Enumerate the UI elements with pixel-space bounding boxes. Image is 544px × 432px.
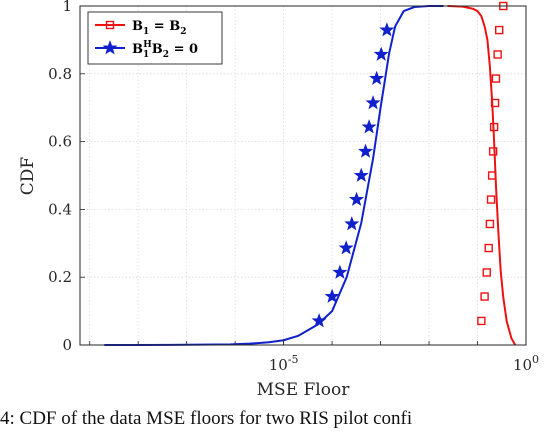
x-tick-label: 100	[513, 353, 539, 374]
data-point-square	[489, 122, 499, 132]
series-b1-equals-b2	[447, 1, 517, 346]
data-point-square	[477, 316, 486, 326]
axes: 0 0.2 0.4 0.6 0.8 1 10-5 100	[48, 0, 539, 374]
y-tick-label: 0.4	[48, 200, 72, 218]
data-point-star	[379, 22, 395, 37]
data-point-star	[373, 46, 389, 61]
legend: B1 = B2 B1HB2 = 0	[87, 11, 223, 65]
x-tick-label: 10-5	[269, 353, 299, 374]
data-point-square	[488, 147, 498, 156]
y-tick-label: 1	[62, 0, 72, 15]
y-tick-label: 0	[62, 336, 72, 354]
data-point-star	[324, 288, 340, 303]
data-point-star	[369, 70, 385, 85]
y-axis-label: CDF	[18, 157, 38, 196]
data-point-square	[482, 268, 491, 277]
data-point-square	[487, 171, 497, 180]
y-tick-label: 0.8	[48, 65, 72, 83]
data-point-square	[491, 74, 501, 83]
data-point-square	[494, 25, 504, 35]
data-point-square	[486, 195, 496, 204]
y-tick-label: 0.2	[48, 268, 72, 286]
data-point-square	[480, 292, 489, 301]
data-point-star	[311, 313, 327, 328]
legend-marker-star	[102, 40, 118, 55]
data-point-square	[490, 98, 500, 108]
data-point-star	[358, 143, 374, 158]
x-axis-label: MSE Floor	[257, 380, 351, 400]
data-point-square	[493, 50, 502, 59]
legend-box	[87, 11, 223, 65]
data-point-star	[332, 264, 348, 279]
data-point-square	[485, 219, 495, 229]
data-point-star	[349, 191, 365, 206]
data-point-star	[365, 95, 381, 110]
data-point-star	[344, 216, 360, 231]
y-tick-label: 0.6	[48, 133, 72, 151]
figure-caption: 4: CDF of the data MSE floors for two RI…	[0, 408, 413, 429]
cdf-chart: 0 0.2 0.4 0.6 0.8 1 10-5 100 B1 = B2 B1HB2 = 0 M…	[18, 0, 539, 400]
data-point-star	[361, 119, 377, 134]
legend-label: B1 = B2	[132, 19, 186, 37]
data-point-star	[338, 240, 354, 255]
legend-marker-square	[105, 20, 115, 30]
data-point-star	[353, 167, 369, 182]
plot-frame	[79, 5, 527, 346]
data-point-square	[484, 243, 493, 253]
legend-label: B1HB2 = 0	[132, 40, 198, 60]
